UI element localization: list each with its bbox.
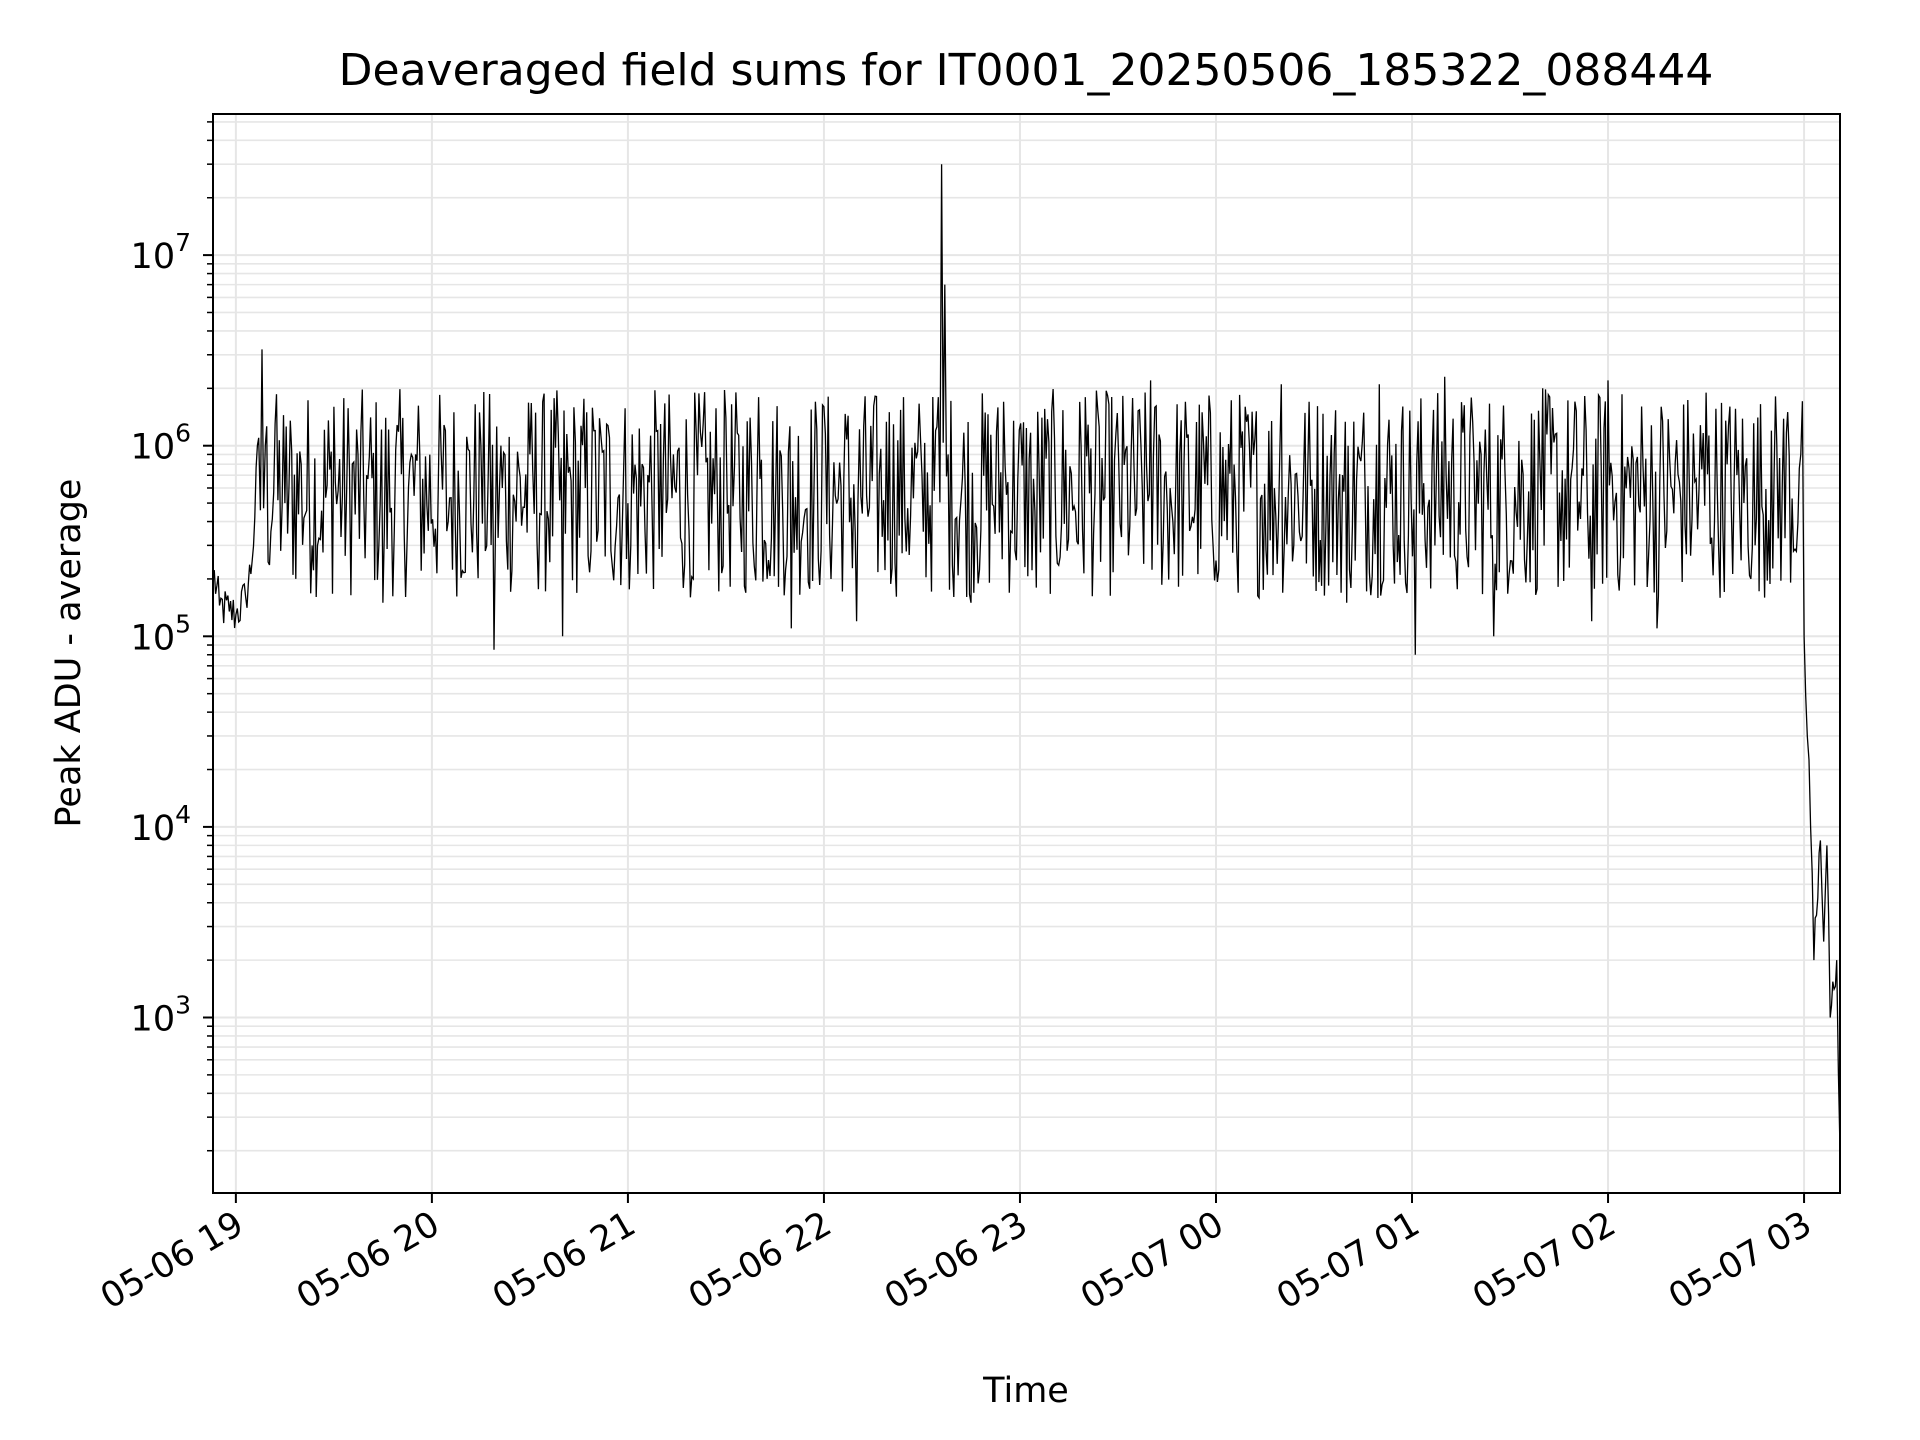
x-axis-label: Time (982, 1371, 1069, 1411)
y-axis-label: Peak ADU - average (49, 479, 89, 828)
y-axis: 103 104 105 106 107 (131, 121, 213, 1152)
series-line (212, 164, 1841, 1151)
y-tick-label: 104 (131, 800, 191, 849)
grid (213, 114, 1840, 1193)
chart-title: Deaveraged field sums for IT0001_2025050… (339, 45, 1714, 96)
y-tick-label: 106 (131, 419, 191, 468)
series-layer (212, 164, 1841, 1151)
y-tick-label: 107 (131, 228, 191, 277)
plot-frame (212, 113, 1841, 1194)
y-tick-label: 105 (131, 609, 191, 658)
y-tick-label: 103 (131, 990, 191, 1039)
